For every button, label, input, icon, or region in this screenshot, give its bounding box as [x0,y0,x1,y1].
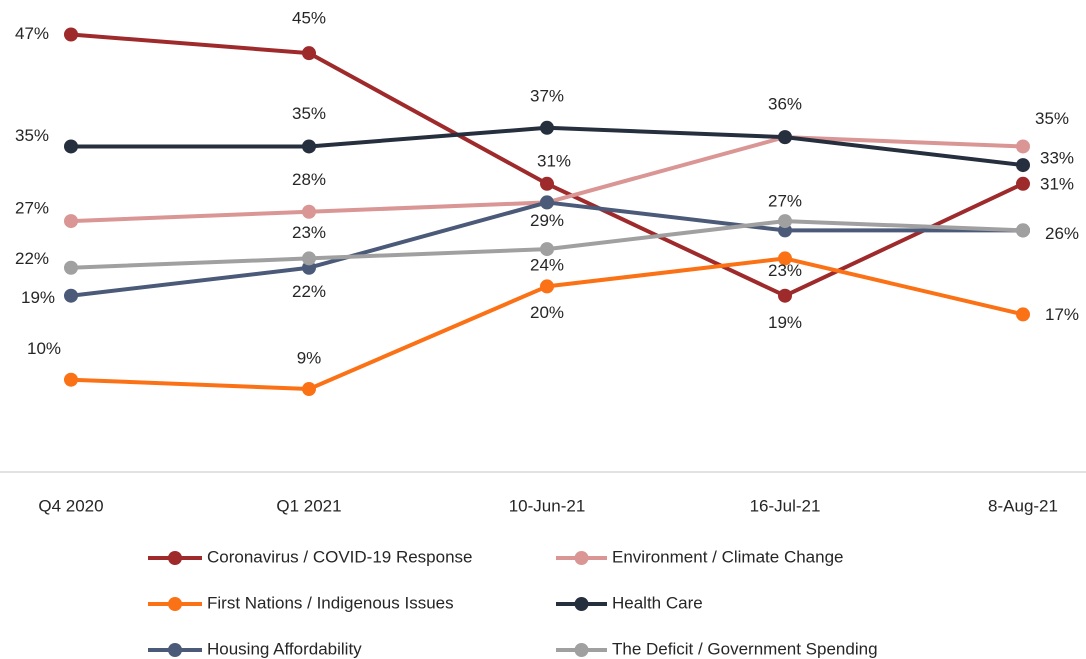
legend-marker [574,597,589,611]
point [302,139,316,154]
point [64,214,78,229]
point [64,260,78,275]
legend-label: Housing Affordability [207,639,362,658]
data-label: 26% [1045,224,1079,243]
point [540,176,554,191]
data-label: 27% [768,192,802,211]
point [1016,176,1030,191]
legend-marker [168,643,182,657]
x-tick-label: 16-Jul-21 [750,496,821,515]
point [1016,307,1030,322]
point [1016,158,1030,173]
point [778,288,792,303]
legend-marker [168,597,182,611]
x-tick-label: 8-Aug-21 [988,496,1058,515]
point [540,195,554,210]
data-label: 19% [768,313,802,332]
point [778,214,792,229]
legend-marker [574,551,589,565]
point [302,204,316,219]
data-label: 19% [21,288,55,307]
point [64,372,78,387]
x-tick-label: Q4 2020 [38,496,103,515]
data-label: 45% [292,9,326,28]
point [778,130,792,145]
data-label: 9% [297,349,322,368]
data-label: 37% [530,86,564,105]
point [1016,223,1030,238]
data-label: 47% [15,24,49,43]
point [302,46,316,61]
data-label: 31% [1040,174,1074,193]
data-label: 33% [1040,149,1074,168]
legend-label: Health Care [612,593,703,612]
data-label: 35% [292,104,326,123]
point [540,242,554,257]
legend-label: The Deficit / Government Spending [612,639,878,658]
data-label: 20% [530,303,564,322]
point [540,279,554,294]
point [64,288,78,303]
data-label: 22% [15,249,49,268]
legend-label: Environment / Climate Change [612,547,844,566]
data-label: 27% [15,199,49,218]
data-label: 10% [27,339,61,358]
data-label: 23% [292,223,326,242]
point [778,251,792,266]
legend-marker [168,551,182,565]
data-label: 35% [15,126,49,145]
data-label: 35% [1035,109,1069,128]
point [302,251,316,266]
legend-marker [574,643,589,657]
data-label: 36% [768,95,802,114]
data-label: 23% [768,261,802,280]
data-label: 17% [1045,305,1079,324]
legend-label: First Nations / Indigenous Issues [207,593,454,612]
data-label: 28% [292,170,326,189]
data-label: 29% [530,211,564,230]
point [540,120,554,135]
data-label: 31% [537,151,571,170]
data-label: 24% [530,256,564,275]
data-label: 22% [292,282,326,301]
point [64,139,78,154]
point [64,27,78,42]
x-tick-label: 10-Jun-21 [509,496,586,515]
point [302,382,316,397]
point [1016,139,1030,154]
x-tick-label: Q1 2021 [276,496,341,515]
legend-label: Coronavirus / COVID-19 Response [207,547,473,566]
